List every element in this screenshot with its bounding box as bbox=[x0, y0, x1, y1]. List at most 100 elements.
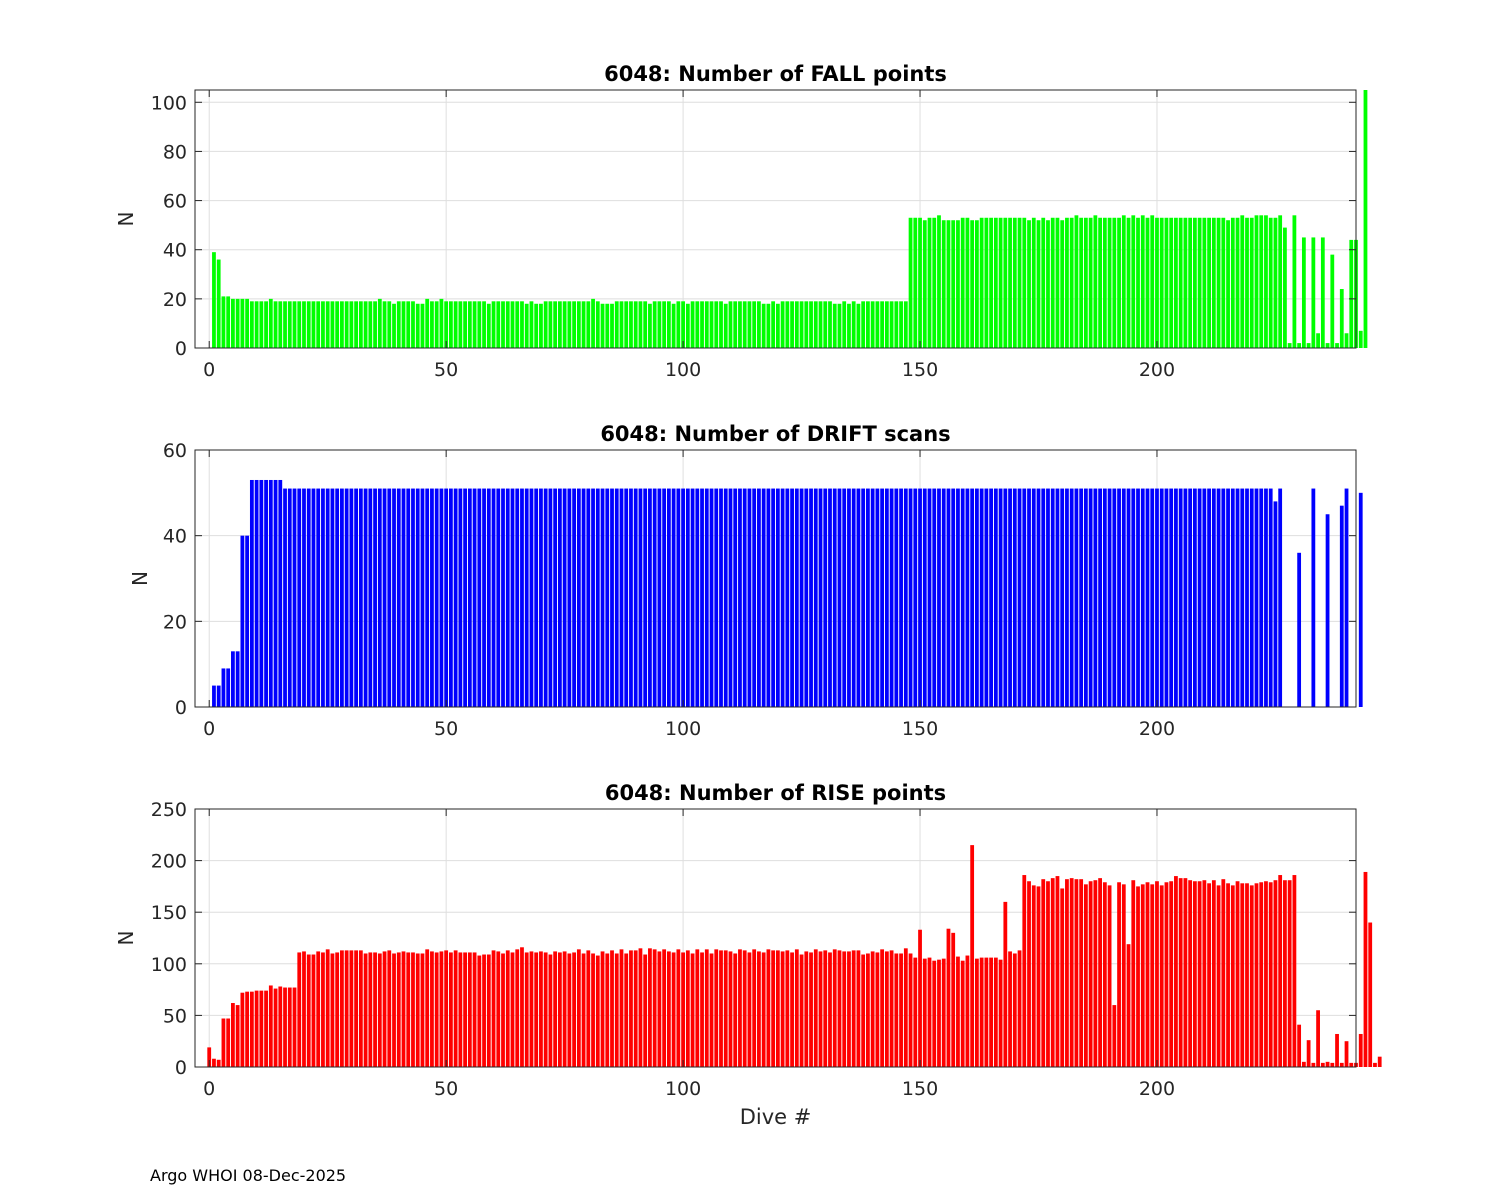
rise-y-tick-label: 50 bbox=[163, 1005, 187, 1027]
rise-bar bbox=[505, 950, 510, 1067]
fall-bar bbox=[880, 301, 885, 348]
rise-bar bbox=[1041, 879, 1046, 1067]
rise-bar bbox=[1339, 1062, 1344, 1067]
drift-bar bbox=[1074, 488, 1079, 707]
drift-bar bbox=[1012, 488, 1017, 707]
rise-bar bbox=[823, 950, 828, 1067]
fall-bar bbox=[387, 301, 392, 348]
rise-bar bbox=[989, 957, 994, 1067]
rise-bar bbox=[1226, 883, 1230, 1067]
rise-bar bbox=[1207, 883, 1211, 1067]
rise-bar bbox=[600, 951, 605, 1067]
fall-bar bbox=[946, 220, 951, 348]
drift-bar bbox=[249, 479, 254, 707]
drift-bar bbox=[1145, 488, 1150, 707]
drift-bar bbox=[685, 488, 690, 707]
fall-bar bbox=[979, 217, 984, 348]
drift-bar bbox=[648, 488, 652, 707]
fall-bar bbox=[761, 303, 766, 348]
drift-bar bbox=[1126, 488, 1131, 707]
drift-bar bbox=[524, 488, 529, 707]
rise-bar bbox=[273, 988, 278, 1067]
drift-bar bbox=[1046, 488, 1050, 707]
fall-bar bbox=[1036, 220, 1041, 348]
drift-bar bbox=[866, 488, 870, 707]
drift-bar bbox=[1102, 488, 1107, 707]
fall-bar bbox=[1136, 217, 1140, 348]
rise-bar bbox=[1140, 884, 1145, 1067]
rise-bar bbox=[330, 953, 335, 1067]
rise-bar bbox=[396, 952, 401, 1067]
drift-bar bbox=[700, 488, 704, 707]
fall-y-tick-label: 80 bbox=[163, 141, 187, 163]
rise-bar bbox=[486, 954, 491, 1067]
rise-bar bbox=[524, 952, 529, 1067]
drift-bar bbox=[1311, 488, 1316, 707]
drift-bar bbox=[965, 488, 970, 707]
rise-bar bbox=[979, 957, 984, 1067]
fall-bar bbox=[1264, 215, 1268, 348]
rise-bar bbox=[785, 950, 790, 1067]
drift-bar bbox=[970, 488, 975, 707]
drift-bar bbox=[690, 488, 695, 707]
fall-bar bbox=[411, 301, 415, 348]
fall-y-axis-label: N bbox=[114, 212, 138, 227]
drift-bar bbox=[875, 488, 880, 707]
fall-bar bbox=[212, 252, 216, 348]
fall-bar bbox=[306, 301, 311, 348]
fall-bar bbox=[1079, 217, 1084, 348]
rise-bar bbox=[1283, 880, 1287, 1067]
fall-bar bbox=[231, 298, 235, 348]
drift-bar bbox=[941, 488, 946, 707]
drift-bar bbox=[657, 488, 662, 707]
drift-bar bbox=[1188, 488, 1193, 707]
drift-bar bbox=[297, 488, 302, 707]
rise-bar bbox=[1373, 1062, 1377, 1067]
rise-bar bbox=[231, 1003, 235, 1067]
drift-bar bbox=[956, 488, 960, 707]
drift-bar bbox=[1211, 488, 1216, 707]
drift-bar bbox=[458, 488, 463, 707]
fall-y-tick-label: 40 bbox=[163, 240, 187, 262]
fall-bar bbox=[392, 303, 396, 348]
rise-bar bbox=[1121, 884, 1126, 1067]
drift-bar bbox=[884, 488, 889, 707]
fall-bar bbox=[956, 220, 960, 348]
drift-bar bbox=[581, 488, 586, 707]
fall-x-tick-label: 100 bbox=[665, 359, 701, 381]
fall-bar bbox=[828, 301, 832, 348]
drift-bar bbox=[951, 488, 956, 707]
fall-bar bbox=[913, 217, 918, 348]
drift-bar bbox=[643, 488, 648, 707]
fall-bar bbox=[847, 303, 851, 348]
drift-bar bbox=[1169, 488, 1174, 707]
fall-bar bbox=[700, 301, 704, 348]
fall-bar bbox=[292, 301, 297, 348]
fall-bar bbox=[818, 301, 823, 348]
drift-bar bbox=[856, 488, 861, 707]
fall-bar bbox=[1278, 215, 1283, 348]
drift-bar bbox=[444, 488, 449, 707]
fall-bar bbox=[989, 217, 994, 348]
drift-bar bbox=[780, 488, 785, 707]
fall-bar bbox=[965, 217, 970, 348]
rise-bar bbox=[809, 952, 813, 1067]
fall-bar bbox=[368, 301, 373, 348]
fall-bar bbox=[809, 301, 813, 348]
rise-bar bbox=[268, 985, 273, 1067]
fall-bar bbox=[406, 301, 411, 348]
rise-bar bbox=[287, 987, 292, 1067]
fall-bar bbox=[681, 301, 685, 348]
drift-bar bbox=[411, 488, 415, 707]
fall-bar bbox=[752, 301, 757, 348]
drift-bar bbox=[1112, 488, 1117, 707]
rise-bar bbox=[373, 952, 377, 1067]
rise-bar bbox=[1131, 880, 1136, 1067]
fall-bar bbox=[889, 301, 894, 348]
drift-bar bbox=[1216, 488, 1221, 707]
fall-bar bbox=[529, 301, 534, 348]
drift-axes-box bbox=[194, 449, 1357, 708]
fall-bar bbox=[439, 298, 444, 348]
rise-bar bbox=[1192, 881, 1197, 1067]
rise-bar bbox=[1098, 878, 1102, 1067]
